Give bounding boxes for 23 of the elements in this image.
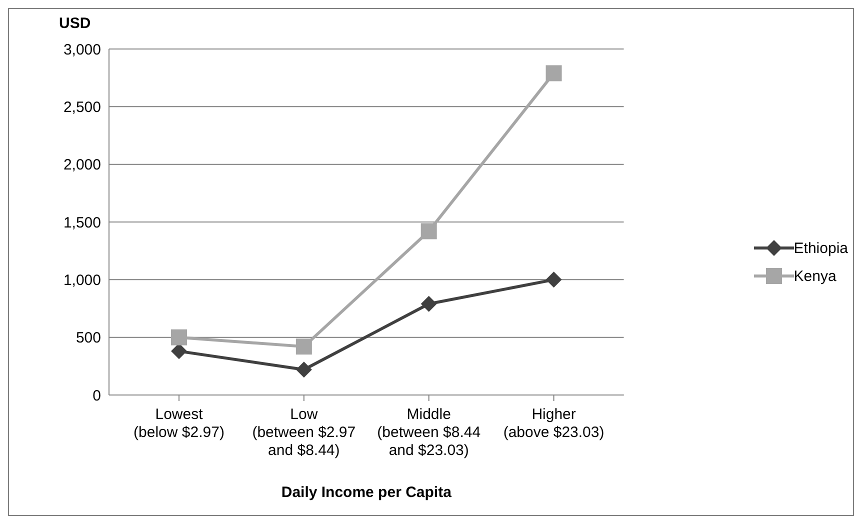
y-tick-label: 3,000	[63, 41, 101, 58]
legend-label: Kenya	[794, 268, 836, 284]
point	[546, 65, 562, 82]
x-tick-label: Lowest (below $2.97)	[134, 406, 224, 441]
y-tick-label: 2,000	[63, 156, 101, 174]
point	[296, 338, 312, 355]
y-axis-title: USD	[59, 15, 91, 32]
x-tick-label: Low (between $2.97 and $8.44)	[252, 406, 356, 459]
point	[296, 362, 312, 378]
x-tick-label: Middle (between $8.44 and $23.03)	[377, 406, 481, 459]
point	[171, 343, 187, 360]
y-tick-label: 0	[92, 387, 101, 404]
y-tick-label: 1,500	[63, 214, 101, 232]
point	[420, 296, 437, 312]
y-tick-label: 1,000	[63, 272, 101, 289]
point	[171, 329, 187, 346]
point	[420, 223, 437, 240]
legend-label: Ethiopia	[794, 240, 848, 256]
x-tick-label: Higher (above $23.03)	[503, 406, 604, 441]
x-axis-title: Daily Income per Capita	[281, 484, 452, 501]
y-tick-label: 2,500	[63, 98, 101, 116]
point	[546, 272, 562, 288]
y-tick-label: 500	[76, 330, 101, 347]
